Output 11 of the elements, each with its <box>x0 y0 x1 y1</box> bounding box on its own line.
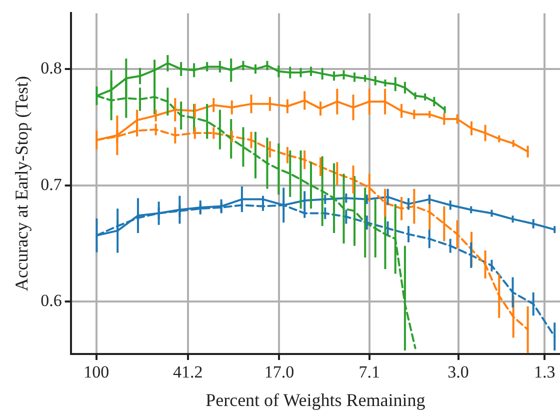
x-tick-label: 41.2 <box>172 362 203 382</box>
x-axis-title: Percent of Weights Remaining <box>206 390 426 410</box>
y-axis-title: Accuracy at Early-Stop (Test) <box>12 76 32 292</box>
x-tick-label: 7.1 <box>358 362 380 382</box>
y-tick-label: 0.8 <box>40 58 62 78</box>
y-tick-label: 0.7 <box>40 174 62 194</box>
x-tick-label: 3.0 <box>448 362 469 382</box>
x-tick-label: 1.3 <box>534 362 556 382</box>
x-tick-label: 100 <box>84 362 110 382</box>
y-tick-label: 0.6 <box>40 291 62 310</box>
x-tick-label: 17.0 <box>264 362 294 382</box>
